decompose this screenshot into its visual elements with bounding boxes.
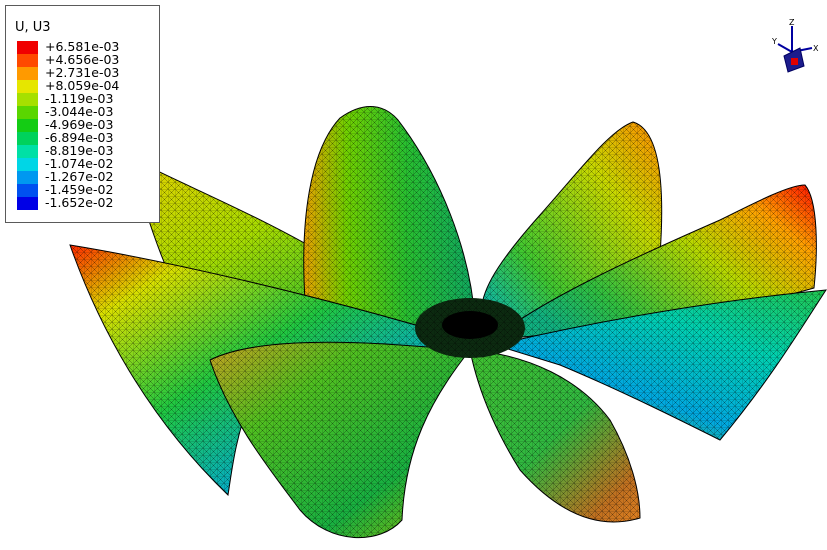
triad-origin-marker: [791, 58, 798, 65]
legend-value: -1.652e-02: [45, 195, 114, 210]
legend-swatch: [17, 54, 38, 67]
triad-y-axis: [777, 43, 793, 53]
triad-x-label: X: [813, 44, 819, 53]
legend-value: -1.267e-02: [45, 169, 114, 184]
legend-title: U, U3: [15, 20, 51, 35]
legend-swatch: [17, 41, 38, 54]
legend-value: -3.044e-03: [45, 104, 114, 119]
mesh-hub: [415, 298, 525, 358]
legend-value: +4.656e-03: [45, 52, 120, 67]
legend-value: -4.969e-03: [45, 117, 114, 132]
legend-swatch: [17, 119, 38, 132]
mesh-petal-front-mid-right: [469, 349, 641, 523]
mesh-petal-center: [303, 105, 476, 346]
legend-swatch: [17, 132, 38, 145]
legend-swatch: [17, 106, 38, 119]
orientation-triad-icon[interactable]: Z Y X: [770, 18, 822, 80]
legend-swatch: [17, 184, 38, 197]
legend-value: +2.731e-03: [45, 65, 120, 80]
contour-legend: U, U3 +6.581e-03 +4.656e-03 +2.731e-03 +…: [5, 5, 160, 223]
legend-swatch: [17, 93, 38, 106]
legend-value: -1.119e-03: [45, 91, 114, 106]
triad-y-label: Y: [771, 37, 777, 46]
legend-swatch: [17, 158, 38, 171]
legend-value: -1.074e-02: [45, 156, 114, 171]
legend-value: +8.059e-04: [45, 78, 120, 93]
legend-swatch: [17, 171, 38, 184]
mesh-petal-front-mid-left: [209, 341, 471, 539]
mesh-petal-right-front: [493, 289, 827, 441]
legend-value: -1.459e-02: [45, 182, 114, 197]
legend-swatch: [17, 197, 38, 210]
legend-value: +6.581e-03: [45, 39, 120, 54]
legend-swatch: [17, 145, 38, 158]
legend-value: -6.894e-03: [45, 130, 114, 145]
legend-value: -8.819e-03: [45, 143, 114, 158]
legend-swatch: [17, 67, 38, 80]
triad-z-label: Z: [789, 18, 795, 27]
legend-swatch: [17, 80, 38, 93]
